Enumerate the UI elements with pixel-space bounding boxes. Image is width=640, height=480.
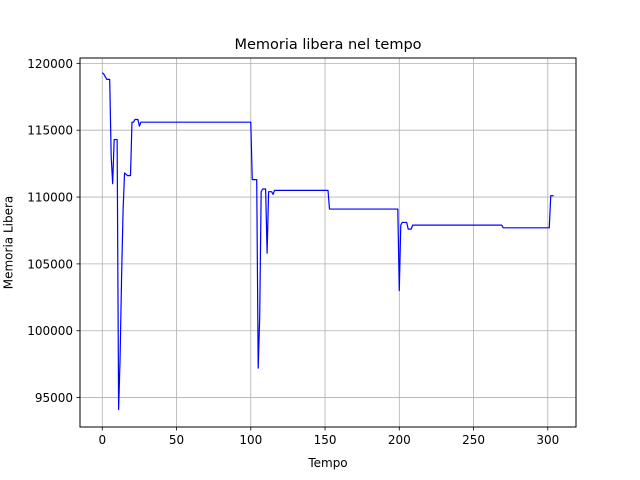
y-tick-label: 105000 — [27, 257, 73, 271]
y-axis-title: Memoria Libera — [2, 196, 16, 290]
x-tick-label: 300 — [536, 433, 559, 447]
x-tick-label: 250 — [462, 433, 485, 447]
y-tick-label: 100000 — [27, 324, 73, 338]
x-tick-label: 0 — [98, 433, 106, 447]
plot-frame — [79, 57, 577, 428]
y-tick-label: 110000 — [27, 191, 73, 205]
grid — [80, 58, 576, 427]
x-axis-title: Tempo — [307, 456, 347, 470]
ticks: 0 50 100 150 200 250 300 95000 100000 105000 11000… — [27, 57, 559, 447]
x-tick-label: 200 — [388, 433, 411, 447]
series-line — [101, 72, 554, 411]
y-tick-label: 120000 — [27, 57, 73, 71]
chart-title: Memoria libera nel tempo — [234, 37, 421, 53]
x-tick-label: 100 — [239, 433, 262, 447]
x-tick-label: 150 — [314, 433, 337, 447]
x-tick-label: 50 — [169, 433, 184, 447]
y-tick-label: 115000 — [27, 124, 73, 138]
series-layer — [101, 72, 554, 411]
y-tick-label: 95000 — [35, 391, 73, 405]
